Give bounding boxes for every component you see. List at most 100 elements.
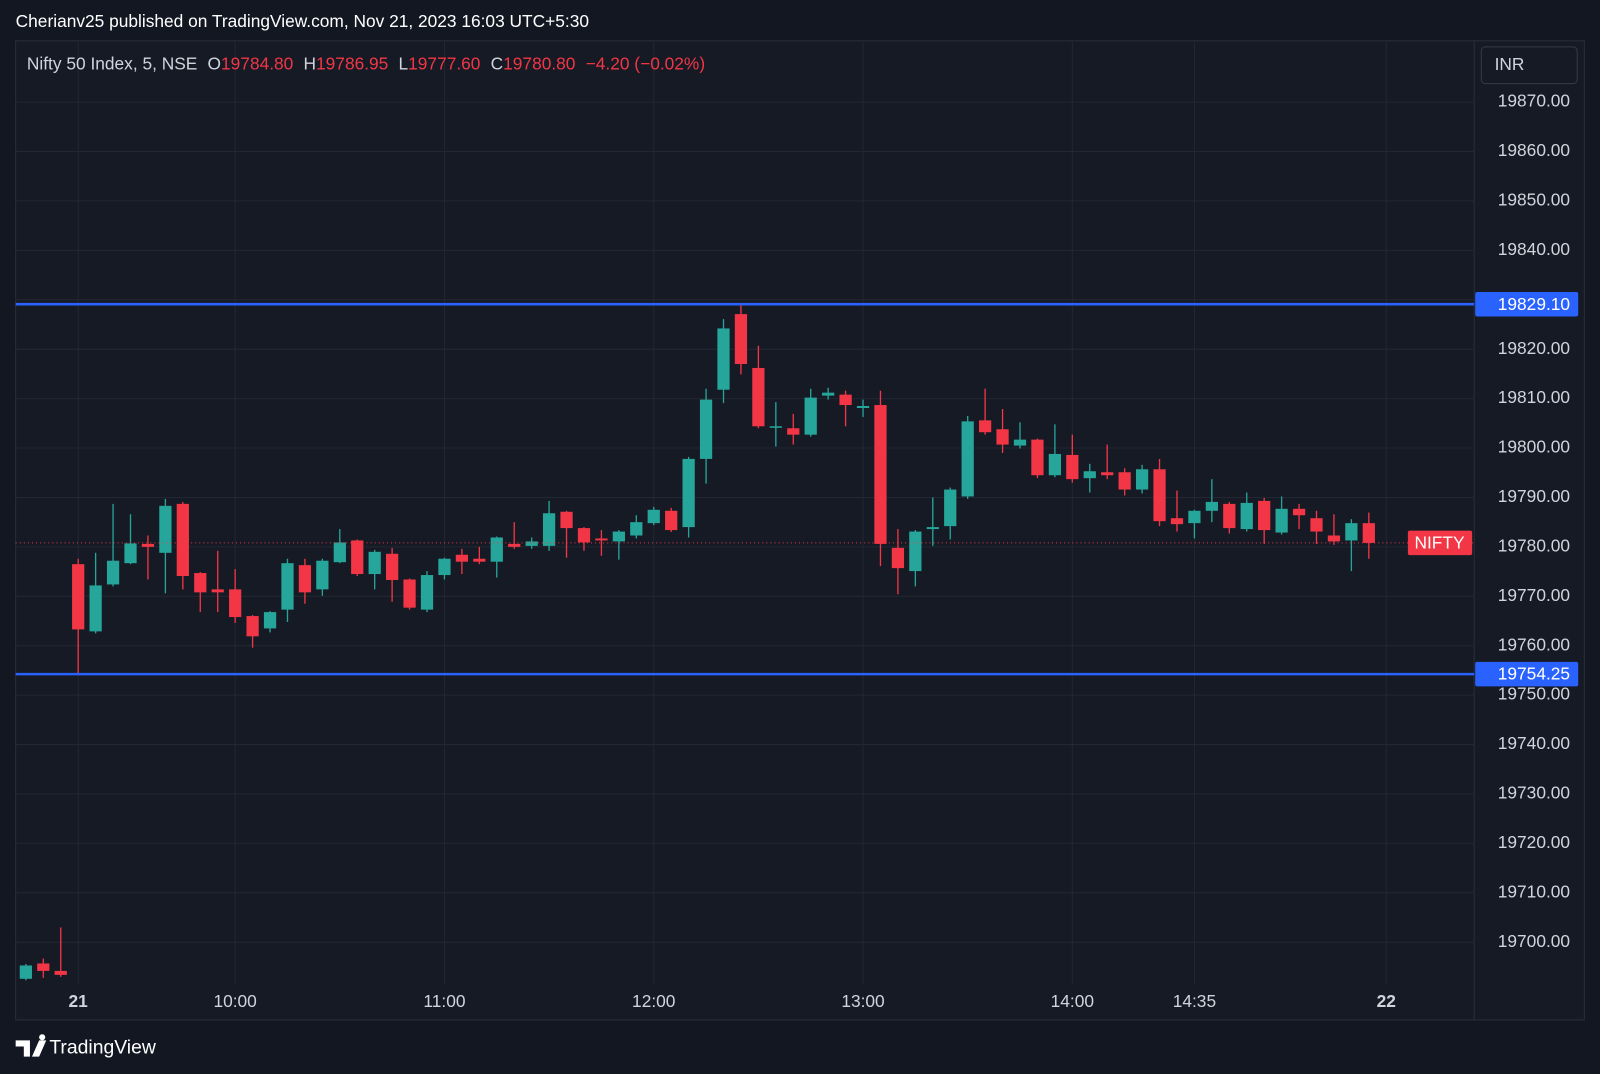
candle-body [595, 538, 608, 541]
candle-body [1345, 523, 1358, 541]
currency[interactable]: INR [1495, 54, 1525, 74]
candle-body [769, 426, 782, 428]
candle-body [333, 542, 346, 563]
x-tick-label: 22 [1377, 991, 1396, 1011]
y-tick-label: 19740.00 [1498, 733, 1570, 753]
y-tick-label: 19860.00 [1498, 140, 1570, 160]
candle-body [717, 328, 730, 390]
candle-body [246, 616, 259, 637]
candle-body [54, 970, 67, 975]
level-label-box [1475, 291, 1579, 317]
candle-body [1118, 472, 1131, 490]
y-tick-label: 19770.00 [1498, 585, 1570, 605]
candle-body [211, 589, 224, 593]
x-tick-label: 10:00 [213, 991, 256, 1011]
legend-value: 19780.80 [503, 53, 575, 73]
candle-body [630, 522, 643, 536]
candle-body [420, 575, 434, 610]
candle-body [1205, 501, 1218, 511]
candle-body [1240, 502, 1253, 530]
candle-body [1048, 453, 1062, 476]
candle-body [525, 541, 538, 546]
candle-body [996, 429, 1009, 445]
y-tick-label: 19810.00 [1498, 387, 1570, 407]
candle-body [874, 405, 887, 544]
candle-body [1258, 500, 1271, 531]
candle-body [176, 503, 189, 577]
candle-body [19, 965, 32, 979]
candle-body [665, 510, 678, 531]
candle-body [1223, 503, 1236, 529]
candle-body [89, 585, 102, 632]
candle-body [508, 543, 521, 547]
candle-body [316, 560, 329, 590]
candle-body [1101, 472, 1114, 476]
candle-body [682, 458, 695, 528]
candle-body [351, 540, 364, 575]
y-tick-label: 19700.00 [1498, 931, 1570, 951]
candle-body [734, 314, 748, 365]
candle-body [263, 612, 277, 629]
candle-body [141, 543, 155, 547]
candle-body [1013, 439, 1027, 446]
candle-body [403, 579, 416, 608]
footer-logo [15, 1034, 47, 1057]
legend-key: H [304, 53, 317, 73]
currency-button[interactable] [1480, 46, 1578, 85]
candle-body [281, 563, 294, 610]
candle-body [961, 421, 974, 497]
candle-body [473, 558, 486, 562]
legend-value: 19777.60 [408, 53, 480, 73]
candle-body [124, 543, 137, 564]
candle-body [229, 589, 242, 618]
level-label: 19754.25 [1498, 664, 1570, 684]
publish-note: Cherianv25 published on TradingView.com,… [16, 11, 589, 31]
chart-panel [15, 40, 1585, 1021]
legend-value: 19786.95 [316, 53, 388, 73]
candle-body [1327, 535, 1341, 542]
candle-body [577, 528, 591, 543]
candle-body [37, 963, 50, 971]
legend-key: C [491, 53, 504, 73]
y-tick-label: 19840.00 [1498, 239, 1570, 259]
candle-body [455, 554, 469, 562]
candle-body [72, 564, 85, 630]
candle-body [1083, 471, 1096, 479]
plot [15, 302, 1475, 981]
candle-body [787, 428, 800, 435]
candle-body [979, 420, 992, 433]
candle-body [438, 558, 451, 576]
level-label: 19829.10 [1498, 294, 1570, 314]
y-tick-label: 19820.00 [1498, 338, 1570, 358]
candle-body [839, 394, 852, 406]
candle-body [612, 531, 625, 542]
y-tick-label: 19730.00 [1498, 783, 1570, 803]
candle-body [368, 551, 381, 575]
candle-body [822, 392, 835, 396]
candle-body [298, 565, 312, 593]
candle-body [1310, 518, 1323, 532]
legend: Nifty 50 Index, 5, NSE O19784.80 H19786.95… [27, 53, 705, 73]
candle-body [926, 527, 939, 530]
candle-body [909, 531, 922, 572]
x-tick-label: 13:00 [841, 991, 884, 1011]
candle-body [856, 406, 870, 408]
legend-value: 19784.80 [221, 53, 293, 73]
legend-symbol: Nifty 50 Index, 5, NSE [27, 53, 197, 73]
y-tick-label: 19710.00 [1498, 881, 1570, 901]
candle-body [106, 560, 120, 585]
price-line-label: NIFTY [1414, 533, 1464, 553]
candle-body [752, 367, 765, 427]
y-tick-label: 19760.00 [1498, 634, 1570, 654]
candle-body [1188, 510, 1201, 524]
candle-body [1170, 518, 1184, 525]
candle-body [804, 397, 817, 435]
candle-body [1292, 508, 1306, 516]
logo-icon [15, 1034, 47, 1057]
candle-body [542, 513, 556, 546]
x-tick-label: 12:00 [632, 991, 675, 1011]
candle-body [1275, 508, 1288, 533]
y-tick-label: 19800.00 [1498, 437, 1570, 457]
y-tick-label: 19720.00 [1498, 832, 1570, 852]
